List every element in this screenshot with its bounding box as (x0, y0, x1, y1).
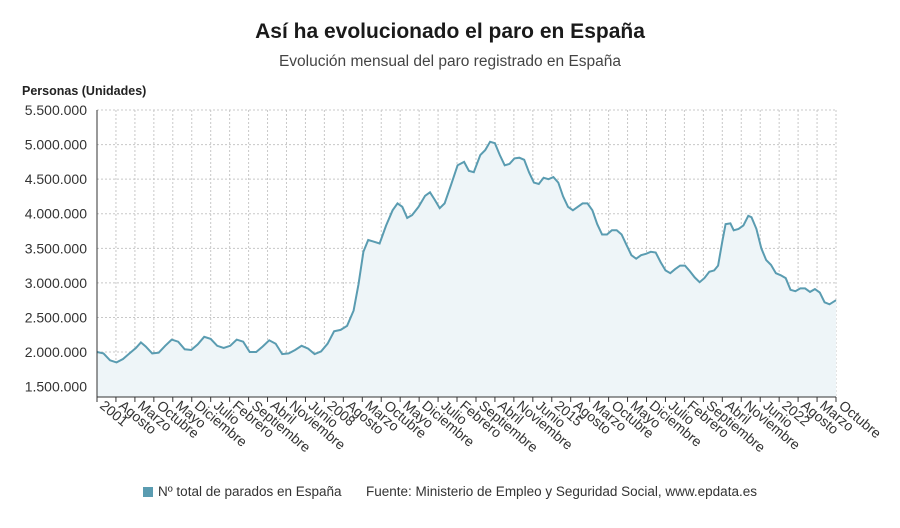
y-tick-label: 2.000.000 (25, 344, 87, 360)
legend[interactable]: Nº total de parados en España (143, 484, 342, 499)
source-note: Fuente: Ministerio de Empleo y Seguridad… (366, 484, 757, 499)
y-axis-label: Personas (Unidades) (22, 84, 146, 98)
legend-label: Nº total de parados en España (158, 484, 342, 499)
axes (96, 110, 836, 398)
y-tick-label: 2.500.000 (25, 309, 87, 325)
y-tick-label: 4.500.000 (25, 171, 87, 187)
y-tick-label: 4.000.000 (25, 206, 87, 222)
series-line-parados (96, 140, 837, 364)
y-tick-label: 1.500.000 (25, 379, 87, 395)
series-area-fill (97, 141, 836, 397)
y-tick-label: 3.000.000 (25, 275, 87, 291)
chart-title: Así ha evolucionado el paro en España (255, 20, 645, 43)
y-axis-ticks: 1.500.000 2.000.000 2.500.000 3.000.000 3.50… (25, 102, 87, 395)
chart-footer: Nº total de parados en España Fuente: Mi… (0, 484, 900, 504)
chart-subtitle: Evolución mensual del paro registrado en… (278, 53, 622, 70)
y-tick-label: 5.000.000 (25, 137, 87, 153)
x-axis-ticks: 2001AgostoMarzoOctubreMayoDiciembreJulio… (96, 397, 885, 455)
y-tick-label: 5.500.000 (25, 102, 87, 118)
y-tick-label: 3.500.000 (25, 240, 87, 256)
legend-swatch (143, 486, 153, 497)
